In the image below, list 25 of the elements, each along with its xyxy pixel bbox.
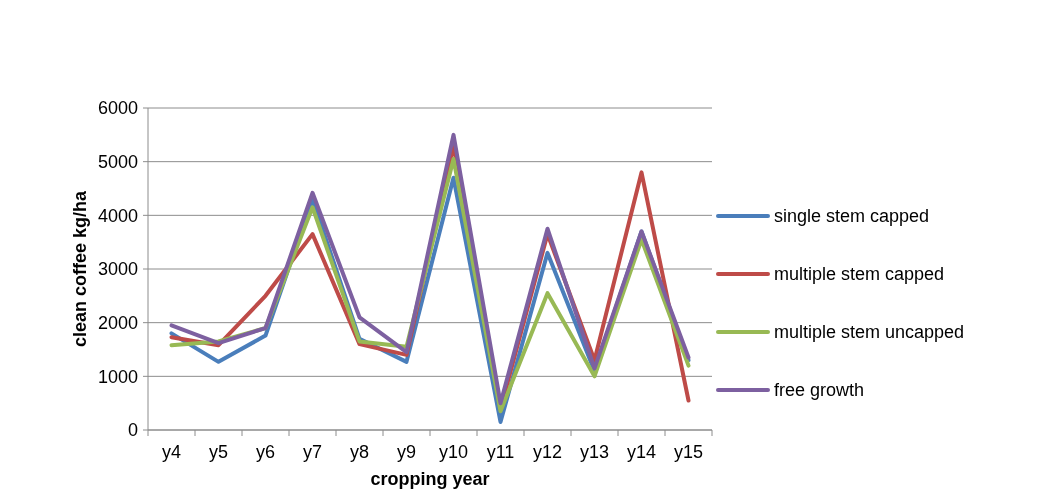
x-tick-label: y9 xyxy=(396,442,417,462)
y-tick-label: 1000 xyxy=(97,366,138,387)
x-tick-label: y8 xyxy=(349,442,370,462)
y-tick-label: 3000 xyxy=(97,259,138,280)
x-tick-label: y15 xyxy=(673,442,704,462)
x-tick-label: y10 xyxy=(438,442,469,462)
x-tick-label: y5 xyxy=(208,442,229,462)
y-tick-label: 6000 xyxy=(97,98,138,119)
x-tick-label: y11 xyxy=(486,442,515,462)
y-tick-label: 0 xyxy=(127,420,138,441)
y-tick-label: 2000 xyxy=(97,312,138,333)
legend-label: single stem capped xyxy=(774,206,930,227)
y-axis-title: clean coffee kg/ha xyxy=(70,189,90,348)
x-axis-title: cropping year xyxy=(370,469,490,489)
x-tick-label: y13 xyxy=(579,442,610,462)
y-tick-label: 5000 xyxy=(97,151,138,172)
legend-label: multiple stem capped xyxy=(774,264,945,285)
x-tick-label: y4 xyxy=(161,442,182,462)
legend-label: free growth xyxy=(774,380,865,401)
x-tick-label: y7 xyxy=(302,442,323,462)
y-tick-label: 4000 xyxy=(97,205,138,226)
legend-label: multiple stem uncapped xyxy=(774,322,965,343)
x-tick-label: y12 xyxy=(532,442,563,462)
x-tick-label: y6 xyxy=(255,442,276,462)
x-tick-label: y14 xyxy=(626,442,657,462)
